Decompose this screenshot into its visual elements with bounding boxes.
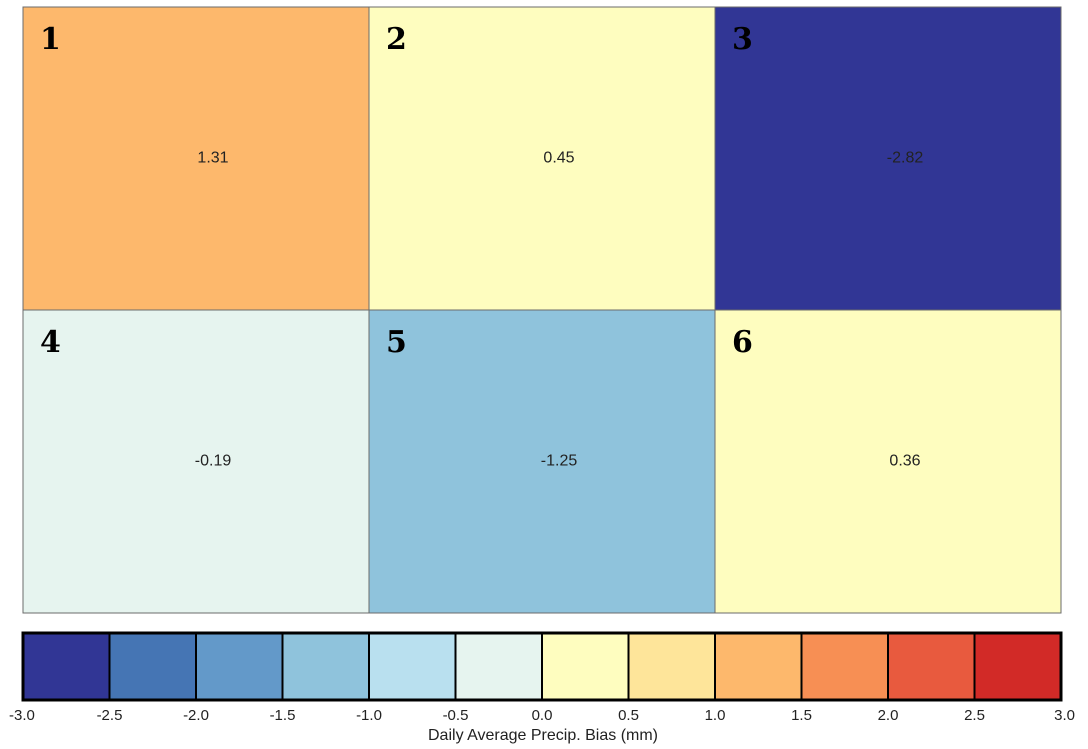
heatmap-cell-rect — [22, 309, 370, 614]
colorbar-segment — [714, 632, 803, 701]
colorbar-tick-label: 2.0 — [878, 707, 899, 724]
colorbar-segment — [627, 632, 716, 701]
colorbar-segment — [22, 632, 111, 701]
heatmap-cell: 11.31 — [22, 6, 370, 311]
colorbar-tick-label: 2.5 — [964, 707, 985, 724]
cell-number: 2 — [386, 22, 407, 57]
cell-value-label: 0.36 — [889, 453, 920, 470]
colorbar-segment — [368, 632, 457, 701]
colorbar-tick-label: -2.5 — [97, 707, 123, 724]
heatmap-cell-rect — [714, 309, 1062, 614]
colorbar-label: Daily Average Precip. Bias (mm) — [428, 727, 658, 744]
cell-number: 6 — [732, 325, 753, 360]
cell-value-label: -0.19 — [195, 453, 232, 470]
cell-number: 4 — [40, 325, 61, 360]
colorbar: -3.0 -2.5 -2.0 -1.5 -1.0 -0.5 0.0 0.5 1.0 1.5 2.0 2… — [9, 631, 1075, 724]
cell-value-label: 1.31 — [197, 150, 228, 167]
colorbar-tick-label: -1.5 — [270, 707, 296, 724]
colorbar-segment — [541, 632, 630, 701]
cell-number: 1 — [40, 22, 61, 57]
cell-number: 5 — [386, 325, 407, 360]
heatmap-cell-rect — [714, 6, 1062, 311]
heatmap-cell-rect — [22, 6, 370, 311]
heatmap-cell-rect — [368, 6, 716, 311]
heatmap-cell: 3 -2.82 — [714, 6, 1062, 311]
colorbar-segment — [108, 632, 197, 701]
colorbar-tick-label: 0.5 — [618, 707, 639, 724]
cell-value-label: -2.82 — [887, 150, 924, 167]
heatmap-cell: 4 -0.19 — [22, 309, 370, 614]
colorbar-tick-label: 1.5 — [791, 707, 812, 724]
colorbar-tick-label: 3.0 — [1054, 707, 1075, 724]
colorbar-tick-label: -3.0 — [9, 707, 35, 724]
colorbar-segment — [454, 632, 543, 701]
colorbar-frame — [21, 631, 1063, 702]
cell-value-label: 0.45 — [543, 150, 574, 167]
colorbar-tick-label: -0.5 — [443, 707, 469, 724]
heatmap-cell: 60.36 — [714, 309, 1062, 614]
heatmap-cell-rect — [368, 309, 716, 614]
cell-number: 3 — [732, 22, 753, 57]
colorbar-tick-label: -1.0 — [356, 707, 382, 724]
colorbar-segment — [800, 632, 889, 701]
heatmap-cell: 5 -1.25 — [368, 309, 716, 614]
colorbar-segment — [195, 632, 284, 701]
colorbar-tick-label: 1.0 — [705, 707, 726, 724]
colorbar-tick-label: 0.0 — [532, 707, 553, 724]
colorbar-segment — [281, 632, 370, 701]
colorbar-segment — [887, 632, 976, 701]
colorbar-tick-label: -2.0 — [183, 707, 209, 724]
colorbar-segment — [973, 632, 1062, 701]
heatmap-cell: 20.45 — [368, 6, 716, 311]
cell-value-label: -1.25 — [541, 453, 578, 470]
